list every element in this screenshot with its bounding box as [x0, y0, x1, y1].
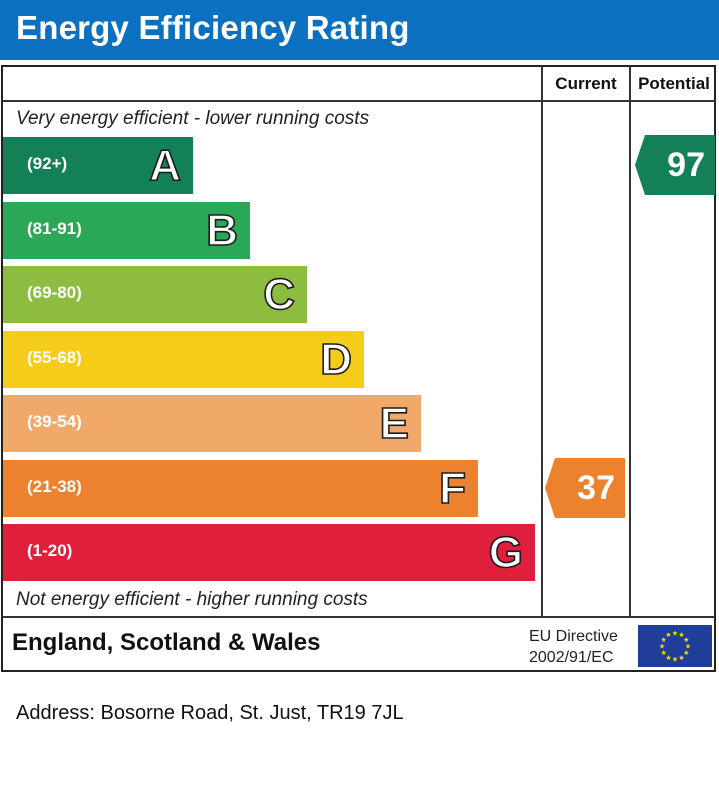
current-column-header: Current [555, 74, 617, 93]
current-rating-value: 37 [577, 469, 615, 507]
band-d: (55-68) D [3, 331, 364, 388]
eu-directive-line2: 2002/91/EC [529, 649, 614, 666]
top-caption: Very energy efficient - lower running co… [16, 108, 370, 129]
eu-star-icon: ★ [661, 636, 667, 644]
band-b: (81-91) B [3, 202, 250, 259]
band-letter: A [148, 141, 181, 191]
current-column-divider [541, 66, 543, 617]
eu-star-icon: ★ [665, 631, 671, 639]
band-letter: G [488, 528, 524, 578]
band-range-label: (1-20) [27, 541, 73, 560]
band-range-label: (69-80) [27, 283, 82, 302]
band-letter: E [379, 399, 410, 449]
potential-rating-value: 97 [667, 146, 705, 184]
band-range-label: (55-68) [27, 348, 82, 367]
band-range-label: (81-91) [27, 219, 82, 238]
band-letter: B [205, 206, 238, 256]
header-divider [2, 100, 715, 102]
band-letter: D [319, 335, 352, 385]
band-letter: F [438, 464, 466, 514]
eu-star-icon: ★ [683, 649, 689, 657]
eu-star-icon: ★ [672, 656, 678, 664]
eu-directive-line1: EU Directive [529, 628, 618, 645]
eu-star-icon: ★ [672, 630, 678, 638]
bottom-caption: Not energy efficient - higher running co… [16, 589, 368, 610]
page-title: Energy Efficiency Rating [16, 9, 410, 46]
eu-star-icon: ★ [665, 654, 671, 662]
rating-frame [1, 65, 716, 672]
footer-divider [2, 616, 715, 618]
band-range-label: (21-38) [27, 477, 82, 496]
potential-arrow-shape [635, 135, 715, 195]
band-g: (1-20) G [3, 524, 535, 581]
current-rating-arrow: 37 [545, 458, 625, 518]
band-f: (21-38) F [3, 460, 478, 517]
eu-stars-icon: ★ ★★★★★★★★★★★ [659, 630, 691, 664]
potential-column-header: Potential [638, 74, 710, 93]
potential-column-divider [629, 66, 631, 617]
band-letter: C [262, 270, 295, 320]
address-text: Address: Bosorne Road, St. Just, TR19 7J… [16, 702, 404, 724]
potential-rating-arrow: 97 [635, 135, 715, 195]
eu-star-icon: ★ [678, 631, 684, 639]
region-label: England, Scotland & Wales [12, 629, 321, 656]
band-range-label: (39-54) [27, 412, 82, 431]
header-bar: Energy Efficiency Rating [0, 0, 719, 60]
eu-star-icon: ★ [678, 654, 684, 662]
band-range-label: (92+) [27, 154, 68, 173]
eu-star-icon: ★ [683, 636, 689, 644]
band-c: (69-80) C [3, 266, 307, 323]
current-arrow-shape [545, 458, 625, 518]
eu-directive-label: EU Directive 2002/91/EC [529, 626, 618, 668]
eu-star-icon: ★ [685, 643, 691, 651]
eu-flag-icon: ★ ★ ★ ★ ★ ★ ★ ★ ★ ★ ★ ★ [638, 625, 712, 667]
band-a: (92+) A [3, 137, 193, 194]
band-e: (39-54) E [3, 395, 421, 452]
eu-star-icon: ★ [659, 643, 665, 651]
eu-star-icon: ★ [661, 649, 667, 657]
